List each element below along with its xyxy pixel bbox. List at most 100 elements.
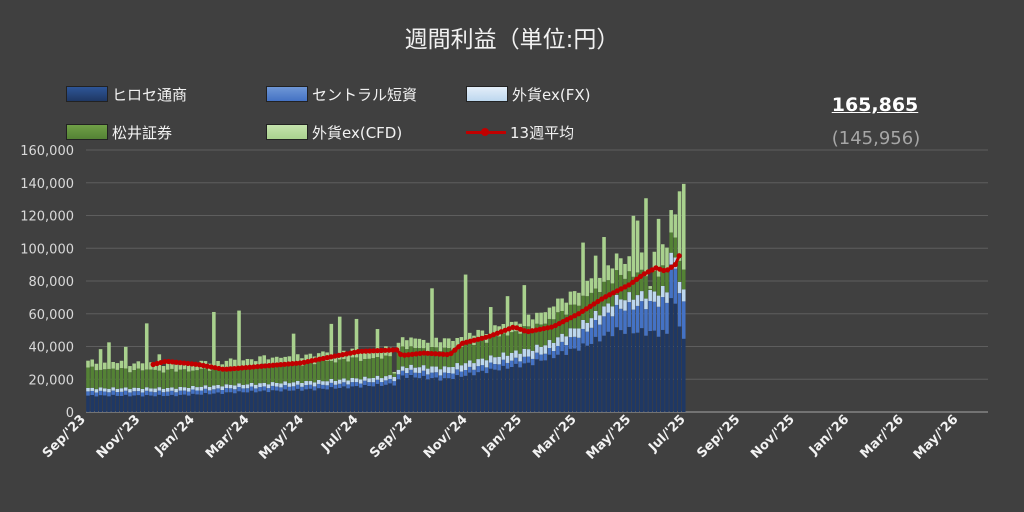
bar-segment: [203, 385, 208, 389]
bar-segment: [233, 385, 237, 390]
bar-segment: [149, 369, 153, 389]
bar-segment: [304, 389, 308, 412]
bar-segment: [438, 369, 443, 376]
bar-segment: [673, 268, 678, 304]
bar-segment: [505, 296, 510, 336]
bar-segment: [170, 387, 174, 391]
bar-segment: [279, 383, 283, 388]
moving-average-point: [189, 361, 195, 367]
moving-average-point: [173, 359, 179, 365]
bar-segment: [644, 276, 648, 299]
bar-segment: [539, 346, 543, 355]
moving-average-point: [533, 327, 539, 333]
bar-segment: [480, 358, 485, 366]
bar-segment: [228, 388, 233, 393]
bar-segment: [371, 382, 376, 387]
bar-segment: [572, 336, 577, 349]
bar-segment: [598, 277, 602, 293]
bar-segment: [447, 378, 451, 412]
bar-segment: [543, 345, 548, 354]
bar-segment: [539, 354, 543, 361]
bar-segment: [535, 344, 539, 353]
moving-average-point: [374, 348, 381, 354]
bar-segment: [665, 292, 669, 303]
moving-average-point: [537, 326, 543, 332]
bar-segment: [375, 379, 380, 384]
bar-segment: [287, 356, 292, 365]
moving-average-point: [599, 296, 605, 302]
bar-segment: [111, 361, 115, 369]
moving-average-point: [436, 351, 442, 357]
bar-segment: [413, 377, 418, 412]
y-tick-label: 60,000: [29, 308, 75, 323]
bar-segment: [115, 363, 120, 370]
bar-segment: [132, 391, 136, 396]
bar-segment: [375, 375, 380, 380]
moving-average-point: [649, 267, 655, 273]
bar-segment: [568, 328, 573, 338]
bar-segment: [136, 368, 141, 388]
moving-average-point: [204, 363, 210, 369]
moving-average-point: [394, 347, 400, 353]
bar-segment: [270, 385, 275, 391]
x-tick-label: Jan/'24: [151, 412, 197, 458]
bar-segment: [199, 368, 204, 387]
legend-item-gaika-cfd: 外貨ex(CFD): [266, 122, 402, 142]
bar-segment: [161, 372, 166, 389]
moving-average-point: [603, 294, 609, 300]
bar-segment: [577, 305, 581, 329]
bar-segment: [249, 366, 254, 383]
bar-segment: [203, 368, 208, 386]
legend-label: 松井証券: [112, 123, 173, 142]
bar-segment: [539, 312, 543, 325]
bar-segment: [144, 369, 149, 388]
moving-average-point: [421, 350, 427, 356]
bar-segment: [90, 390, 94, 396]
bar-segment: [619, 299, 623, 309]
bar-segment: [241, 367, 246, 385]
bar-segment: [321, 360, 325, 382]
bar-segment: [472, 375, 476, 412]
bar-segment: [451, 373, 455, 380]
bar-segment: [287, 364, 292, 384]
bar-segment: [518, 333, 522, 354]
moving-average-point: [432, 351, 439, 357]
bar-segment: [434, 372, 438, 378]
bar-segment: [358, 383, 363, 388]
bar-segment: [677, 260, 682, 282]
moving-average-point: [289, 361, 295, 367]
bar-segment: [451, 379, 455, 412]
bar-segment: [161, 366, 166, 373]
bar-segment: [86, 395, 90, 412]
bar-segment: [367, 358, 371, 379]
bar-segment: [291, 361, 296, 383]
moving-average-point: [266, 363, 272, 369]
bar-segment: [656, 306, 661, 337]
bar-segment: [312, 382, 317, 387]
bar-segment: [140, 392, 145, 397]
bar-segment: [660, 329, 665, 412]
bar-segment: [207, 386, 212, 391]
legend-line-swatch: [466, 125, 506, 139]
bar-segment: [308, 353, 313, 362]
bar-segment: [669, 252, 673, 265]
bar-segment: [677, 293, 682, 327]
bar-segment: [128, 372, 132, 390]
bar-segment: [509, 366, 514, 412]
bar-segment: [564, 354, 569, 412]
moving-average-point: [305, 358, 311, 365]
bar-segment: [472, 345, 476, 364]
bar-segment: [451, 340, 455, 350]
bar-segment: [115, 388, 120, 393]
bar-segment: [400, 375, 405, 412]
y-tick-label: 140,000: [20, 177, 74, 192]
y-tick-label: 20,000: [29, 373, 75, 388]
bar-segment: [447, 373, 451, 379]
bar-segment: [98, 390, 103, 396]
bar-segment: [216, 388, 220, 393]
moving-average-point: [556, 320, 562, 327]
bar-segment: [329, 382, 334, 388]
moving-average-point: [413, 351, 419, 357]
bar-segment: [300, 382, 304, 387]
moving-average-point: [169, 359, 176, 365]
